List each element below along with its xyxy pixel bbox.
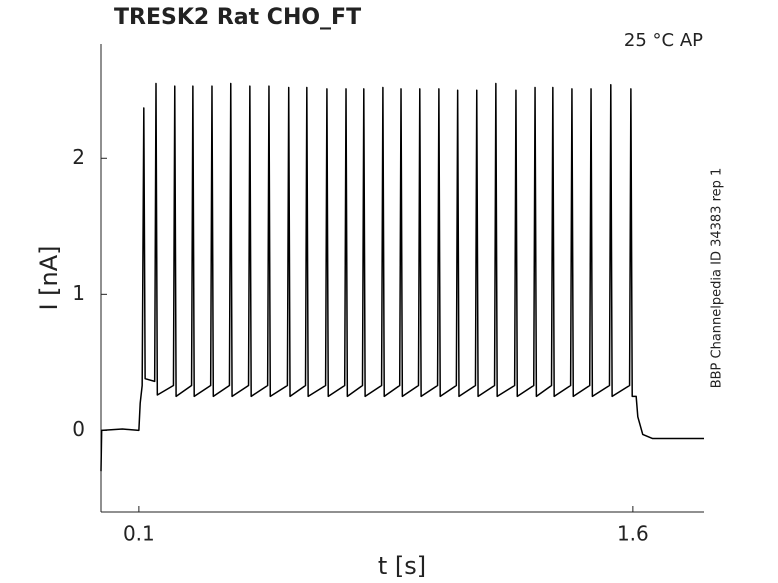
y-tick-label: 0 (72, 417, 85, 441)
y-tick-label: 2 (72, 145, 85, 169)
trace-line (100, 82, 704, 472)
chart-title: TRESK2 Rat CHO_FT (114, 5, 361, 30)
y-axis-label: I [nA] (35, 245, 63, 310)
annotation: BBP Channelpedia ID 34383 rep 1 (710, 168, 725, 389)
y-tick-label: 1 (72, 281, 85, 305)
subtitle: 25 °C AP (624, 30, 703, 51)
x-tick-label: 0.1 (123, 522, 155, 546)
x-tick-label: 1.6 (617, 522, 649, 546)
x-axis-label: t [s] (378, 552, 426, 580)
